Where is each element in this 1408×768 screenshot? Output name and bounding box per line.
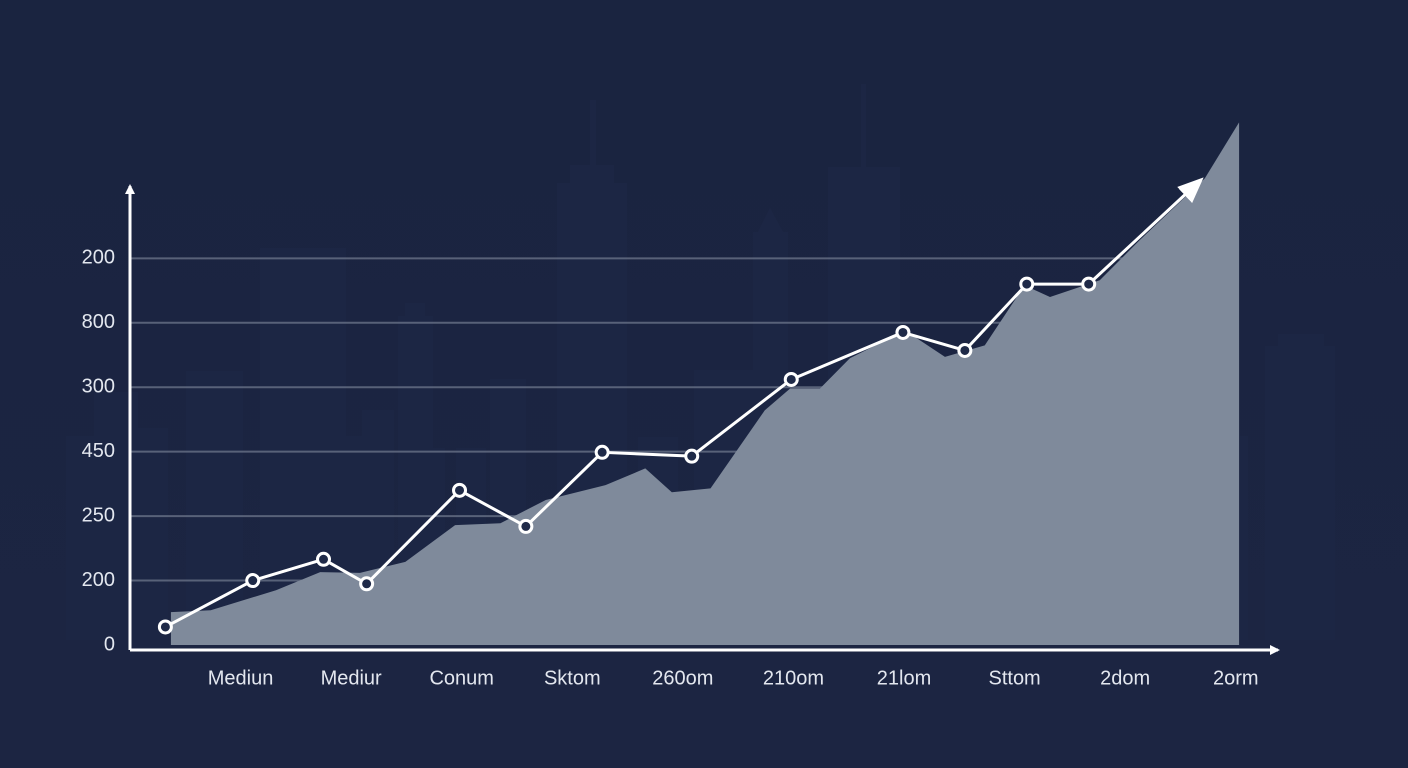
x-tick-label: Sktom [544, 667, 601, 689]
y-tick-label: 450 [82, 440, 115, 462]
line [164, 177, 1204, 629]
marker [783, 371, 799, 387]
marker [518, 518, 534, 534]
y-tick-label: 200 [82, 247, 115, 269]
area [170, 122, 1240, 646]
marker [1081, 276, 1097, 292]
plot [157, 122, 1240, 646]
x-tick-label: 260om [652, 667, 713, 689]
marker [316, 551, 332, 567]
marker [594, 444, 610, 460]
x-tick-label: Conum [429, 667, 493, 689]
marker [1019, 276, 1035, 292]
x-tick-label: 210om [763, 667, 824, 689]
x-tick-label: Sttom [988, 667, 1040, 689]
y-tick-label: 250 [82, 504, 115, 526]
marker [957, 342, 973, 358]
x-tick-label: 21lom [877, 667, 931, 689]
tick-labels: 0 200 250 450 300 800 200 Mediun Mediur Conum Skto… [82, 247, 1259, 690]
marker [452, 482, 468, 498]
y-tick-label: 800 [82, 311, 115, 333]
marker [245, 573, 261, 589]
marker [157, 619, 173, 635]
y-tick-label: 0 [104, 633, 115, 655]
marker [895, 324, 911, 340]
x-tick-label: 2dom [1100, 667, 1150, 689]
x-tick-label: Mediun [208, 667, 274, 689]
marker [684, 448, 700, 464]
x-tick-label: 2orm [1213, 667, 1259, 689]
marker [359, 576, 375, 592]
y-tick-label: 200 [82, 569, 115, 591]
y-tick-label: 300 [82, 376, 115, 398]
x-tick-label: Mediur [321, 667, 382, 689]
